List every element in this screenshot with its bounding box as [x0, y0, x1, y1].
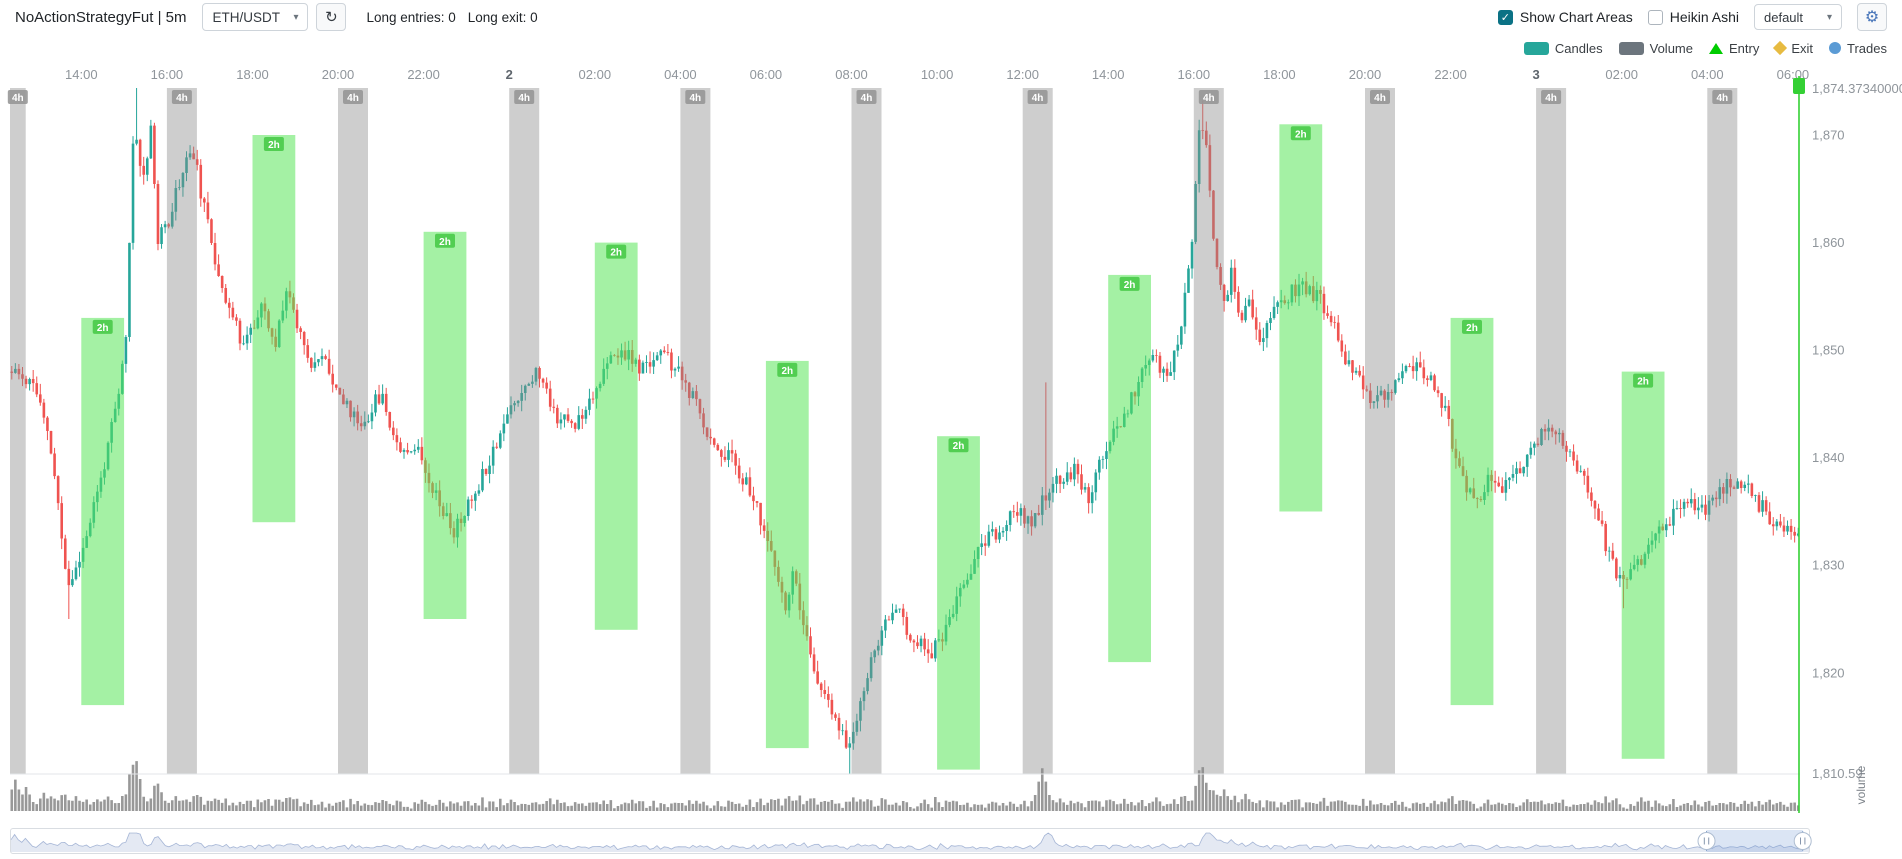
svg-text:04:00: 04:00: [664, 67, 697, 82]
svg-text:1,850: 1,850: [1812, 343, 1845, 358]
legend-item-exit[interactable]: Exit: [1773, 40, 1814, 56]
checkbox-checked-icon[interactable]: ✓: [1497, 9, 1513, 25]
svg-text:1,860: 1,860: [1812, 235, 1845, 250]
svg-text:04:00: 04:00: [1691, 67, 1724, 82]
svg-text:2h: 2h: [439, 237, 451, 248]
svg-text:4h: 4h: [1203, 93, 1215, 104]
legend-label: Volume: [1649, 40, 1693, 56]
chart-legend: Candles Volume Entry Exit Trades: [1523, 37, 1887, 59]
svg-text:4h: 4h: [1545, 93, 1557, 104]
price-axis-labels: 1,874.373400000 1,870 1,860 1,850 1,840 1,830…: [1812, 81, 1902, 781]
svg-text:12:00: 12:00: [1006, 67, 1039, 82]
svg-text:2h: 2h: [1295, 129, 1307, 140]
triangle-swatch-icon: [1709, 42, 1723, 54]
heikin-ashi-label: Heikin Ashi: [1669, 9, 1739, 25]
datazoom-left-handle[interactable]: [1697, 832, 1716, 850]
svg-text:2h: 2h: [1124, 280, 1136, 291]
svg-text:2h: 2h: [610, 248, 622, 259]
svg-text:22:00: 22:00: [1434, 67, 1467, 82]
chart-areas-2h: 2h 2h 2h 2h 2h 2h 2h 2h 2h 2h: [81, 124, 1665, 770]
svg-text:06:00: 06:00: [750, 67, 783, 82]
svg-text:2: 2: [506, 67, 513, 82]
svg-text:1,830: 1,830: [1812, 558, 1845, 573]
refresh-button[interactable]: ↻: [316, 3, 347, 31]
svg-text:08:00: 08:00: [835, 67, 868, 82]
svg-text:4h: 4h: [1032, 93, 1044, 104]
svg-text:20:00: 20:00: [1349, 67, 1382, 82]
pair-select-value: ETH/USDT: [212, 9, 280, 25]
svg-text:22:00: 22:00: [407, 67, 440, 82]
svg-text:02:00: 02:00: [1605, 67, 1638, 82]
datazoom-slider[interactable]: [10, 828, 1812, 854]
svg-text:2h: 2h: [1637, 377, 1649, 388]
svg-text:3: 3: [1532, 67, 1539, 82]
svg-text:4h: 4h: [12, 93, 24, 104]
svg-text:20:00: 20:00: [322, 67, 355, 82]
svg-text:16:00: 16:00: [1178, 67, 1211, 82]
datazoom-silhouette: [11, 833, 1809, 852]
svg-text:4h: 4h: [347, 93, 359, 104]
last-price-line: [1793, 76, 1805, 813]
svg-text:4h: 4h: [1374, 93, 1386, 104]
svg-text:4h: 4h: [689, 93, 701, 104]
chevron-down-icon: ▾: [293, 11, 299, 23]
svg-text:1,840: 1,840: [1812, 450, 1845, 465]
show-chart-areas-label: Show Chart Areas: [1519, 9, 1633, 25]
long-entries-label: Long entries: 0: [366, 9, 456, 25]
svg-text:2h: 2h: [1466, 323, 1478, 334]
chart-areas-4h: 4h 4h 4h 4h 4h 4h 4h 4h 4h 4h 4h: [7, 88, 1738, 774]
svg-text:18:00: 18:00: [1263, 67, 1296, 82]
refresh-icon: ↻: [325, 9, 338, 26]
datazoom-selected-window[interactable]: [1706, 830, 1803, 852]
legend-label: Trades: [1847, 40, 1887, 56]
legend-label: Exit: [1791, 40, 1814, 56]
chart-container: 4h 4h 4h 4h 4h 4h 4h 4h 4h 4h 4h 2h 2h 2h 2h 2h 2h 2h 2h 2h…: [0, 62, 1902, 826]
settings-button[interactable]: ⚙: [1857, 3, 1887, 31]
svg-text:4h: 4h: [176, 93, 188, 104]
svg-text:10:00: 10:00: [921, 67, 954, 82]
rect-swatch-icon: [1523, 41, 1549, 55]
svg-text:4h: 4h: [861, 93, 873, 104]
legend-label: Entry: [1729, 40, 1760, 56]
chevron-down-icon: ▾: [1826, 11, 1832, 23]
svg-text:2h: 2h: [268, 140, 280, 151]
svg-text:1,870: 1,870: [1812, 128, 1845, 143]
circle-swatch-icon: [1829, 42, 1842, 54]
svg-text:16:00: 16:00: [151, 67, 184, 82]
svg-text:1,820: 1,820: [1812, 665, 1845, 680]
toolbar-right-group: ✓ Show Chart Areas Heikin Ashi default ▾…: [1497, 3, 1887, 31]
checkbox-unchecked-icon[interactable]: [1647, 9, 1663, 25]
svg-text:4h: 4h: [518, 93, 530, 104]
plot-config-select-value: default: [1764, 9, 1804, 25]
legend-item-candles[interactable]: Candles: [1523, 40, 1603, 56]
strategy-title: NoActionStrategyFut | 5m: [15, 8, 187, 26]
rect-swatch-icon: [1618, 41, 1644, 55]
svg-text:1,874.373400000: 1,874.373400000: [1812, 81, 1902, 96]
pair-select[interactable]: ETH/USDT ▾: [202, 3, 309, 31]
toolbar: NoActionStrategyFut | 5m ETH/USDT ▾ ↻ Lo…: [0, 0, 1902, 34]
volume-series: [10, 761, 1800, 811]
svg-text:1,810.59: 1,810.59: [1812, 766, 1863, 781]
svg-text:2h: 2h: [953, 441, 965, 452]
diamond-swatch-icon: [1773, 40, 1788, 56]
legend-item-trades[interactable]: Trades: [1829, 41, 1887, 56]
svg-text:4h: 4h: [1716, 93, 1728, 104]
svg-text:2h: 2h: [97, 323, 109, 334]
gear-icon: ⚙: [1864, 9, 1880, 26]
show-chart-areas-checkbox[interactable]: ✓ Show Chart Areas: [1497, 9, 1633, 25]
legend-item-entry[interactable]: Entry: [1709, 41, 1759, 56]
svg-text:18:00: 18:00: [236, 67, 269, 82]
svg-text:14:00: 14:00: [65, 67, 98, 82]
candlestick-chart[interactable]: 4h 4h 4h 4h 4h 4h 4h 4h 4h 4h 4h2h2h2h2h2h2h2h2h2h…: [0, 62, 1902, 826]
legend-label: Candles: [1554, 40, 1603, 56]
svg-text:14:00: 14:00: [1092, 67, 1125, 82]
time-axis-labels: 14:00 16:00 18:00 20:00 22:00 2 02:00 04:00 06:0…: [65, 67, 1809, 82]
datazoom-right-handle[interactable]: [1793, 832, 1812, 850]
legend-item-volume[interactable]: Volume: [1618, 40, 1693, 56]
svg-text:2h: 2h: [781, 366, 793, 377]
long-exit-label: Long exit: 0: [467, 9, 538, 25]
plot-config-select[interactable]: default ▾: [1754, 4, 1842, 30]
heikin-ashi-checkbox[interactable]: Heikin Ashi: [1647, 9, 1739, 25]
svg-text:02:00: 02:00: [579, 67, 612, 82]
